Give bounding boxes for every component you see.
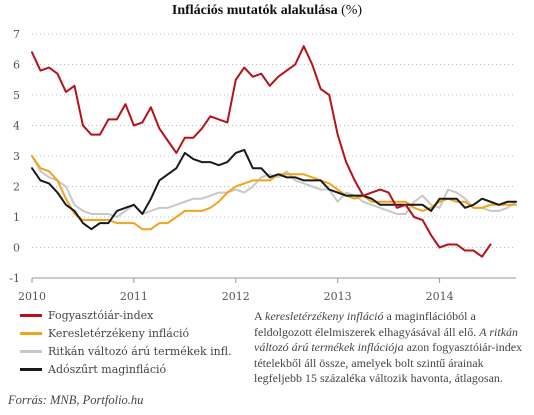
legend-label: Fogyasztóiár-index <box>48 308 154 322</box>
chart-title-main: Inflációs mutatók alakulása <box>171 3 338 18</box>
gridlines <box>32 33 516 279</box>
chart-plot-area: -1 0 1 2 3 4 5 6 7 2010 2011 2012 2013 2014 <box>9 28 517 300</box>
y-tick-label: 0 <box>13 242 20 255</box>
x-tick-label: 2013 <box>324 290 352 300</box>
legend-label: Ritkán változó árú termékek infl. <box>48 344 232 358</box>
legend-swatch-sticky-price <box>20 349 42 353</box>
y-tick-label: -1 <box>9 272 20 285</box>
x-tick-label: 2011 <box>120 290 148 300</box>
y-tick-label: 2 <box>13 181 20 194</box>
x-tick-labels: 2010 2011 2012 2013 2014 <box>18 290 454 300</box>
y-tick-label: 3 <box>13 150 20 163</box>
legend-item: Adószűrt maginfláció <box>20 360 250 378</box>
series-line-3 <box>31 148 517 231</box>
footnote-italic: A ritkán változó árú termékek inflációja <box>254 324 519 355</box>
x-tick-label: 2014 <box>426 290 454 300</box>
y-tick-label: 7 <box>13 28 20 41</box>
legend-swatch-core-tax-adjusted <box>20 367 42 371</box>
axes <box>31 277 516 283</box>
y-tick-label: 1 <box>13 211 20 224</box>
series-line-0 <box>31 45 492 258</box>
legend-item: Ritkán változó árú termékek infl. <box>20 342 250 360</box>
legend-swatch-demand-sensitive <box>20 331 42 335</box>
series-line-1 <box>31 155 517 231</box>
legend-swatch-cpi <box>20 313 42 317</box>
footnote-text: A keresletérzékeny infláció a maginfláci… <box>254 309 526 387</box>
y-tick-labels: -1 0 1 2 3 4 5 6 7 <box>9 28 20 285</box>
x-tick-label: 2010 <box>18 290 46 300</box>
legend-item: Fogyasztóiár-index <box>20 306 250 324</box>
y-tick-label: 6 <box>13 59 20 72</box>
legend-label: Adószűrt maginfláció <box>48 362 167 376</box>
legend-item: Keresletérzékeny infláció <box>20 324 250 342</box>
chart-title: Inflációs mutatók alakulása (%) <box>0 3 534 19</box>
footnote-part: azon fogyasztóiár-index tételekből áll ö… <box>254 340 523 385</box>
footnote-italic: keresletérzékeny infláció <box>265 309 384 323</box>
legend-label: Keresletérzékeny infláció <box>48 326 190 340</box>
y-tick-label: 5 <box>13 89 20 102</box>
y-tick-label: 4 <box>13 120 20 133</box>
x-tick-label: 2012 <box>222 290 250 300</box>
footnote-part: A <box>254 309 266 323</box>
chart-title-unit: (%) <box>341 3 363 18</box>
series-lines <box>31 45 517 258</box>
footnote-part: a maginflációból a feldolgozott élelmisz… <box>254 309 480 339</box>
legend: Fogyasztóiár-index Keresletérzékeny infl… <box>20 306 250 378</box>
source-text: Forrás: MNB, Portfolio.hu <box>8 393 144 407</box>
